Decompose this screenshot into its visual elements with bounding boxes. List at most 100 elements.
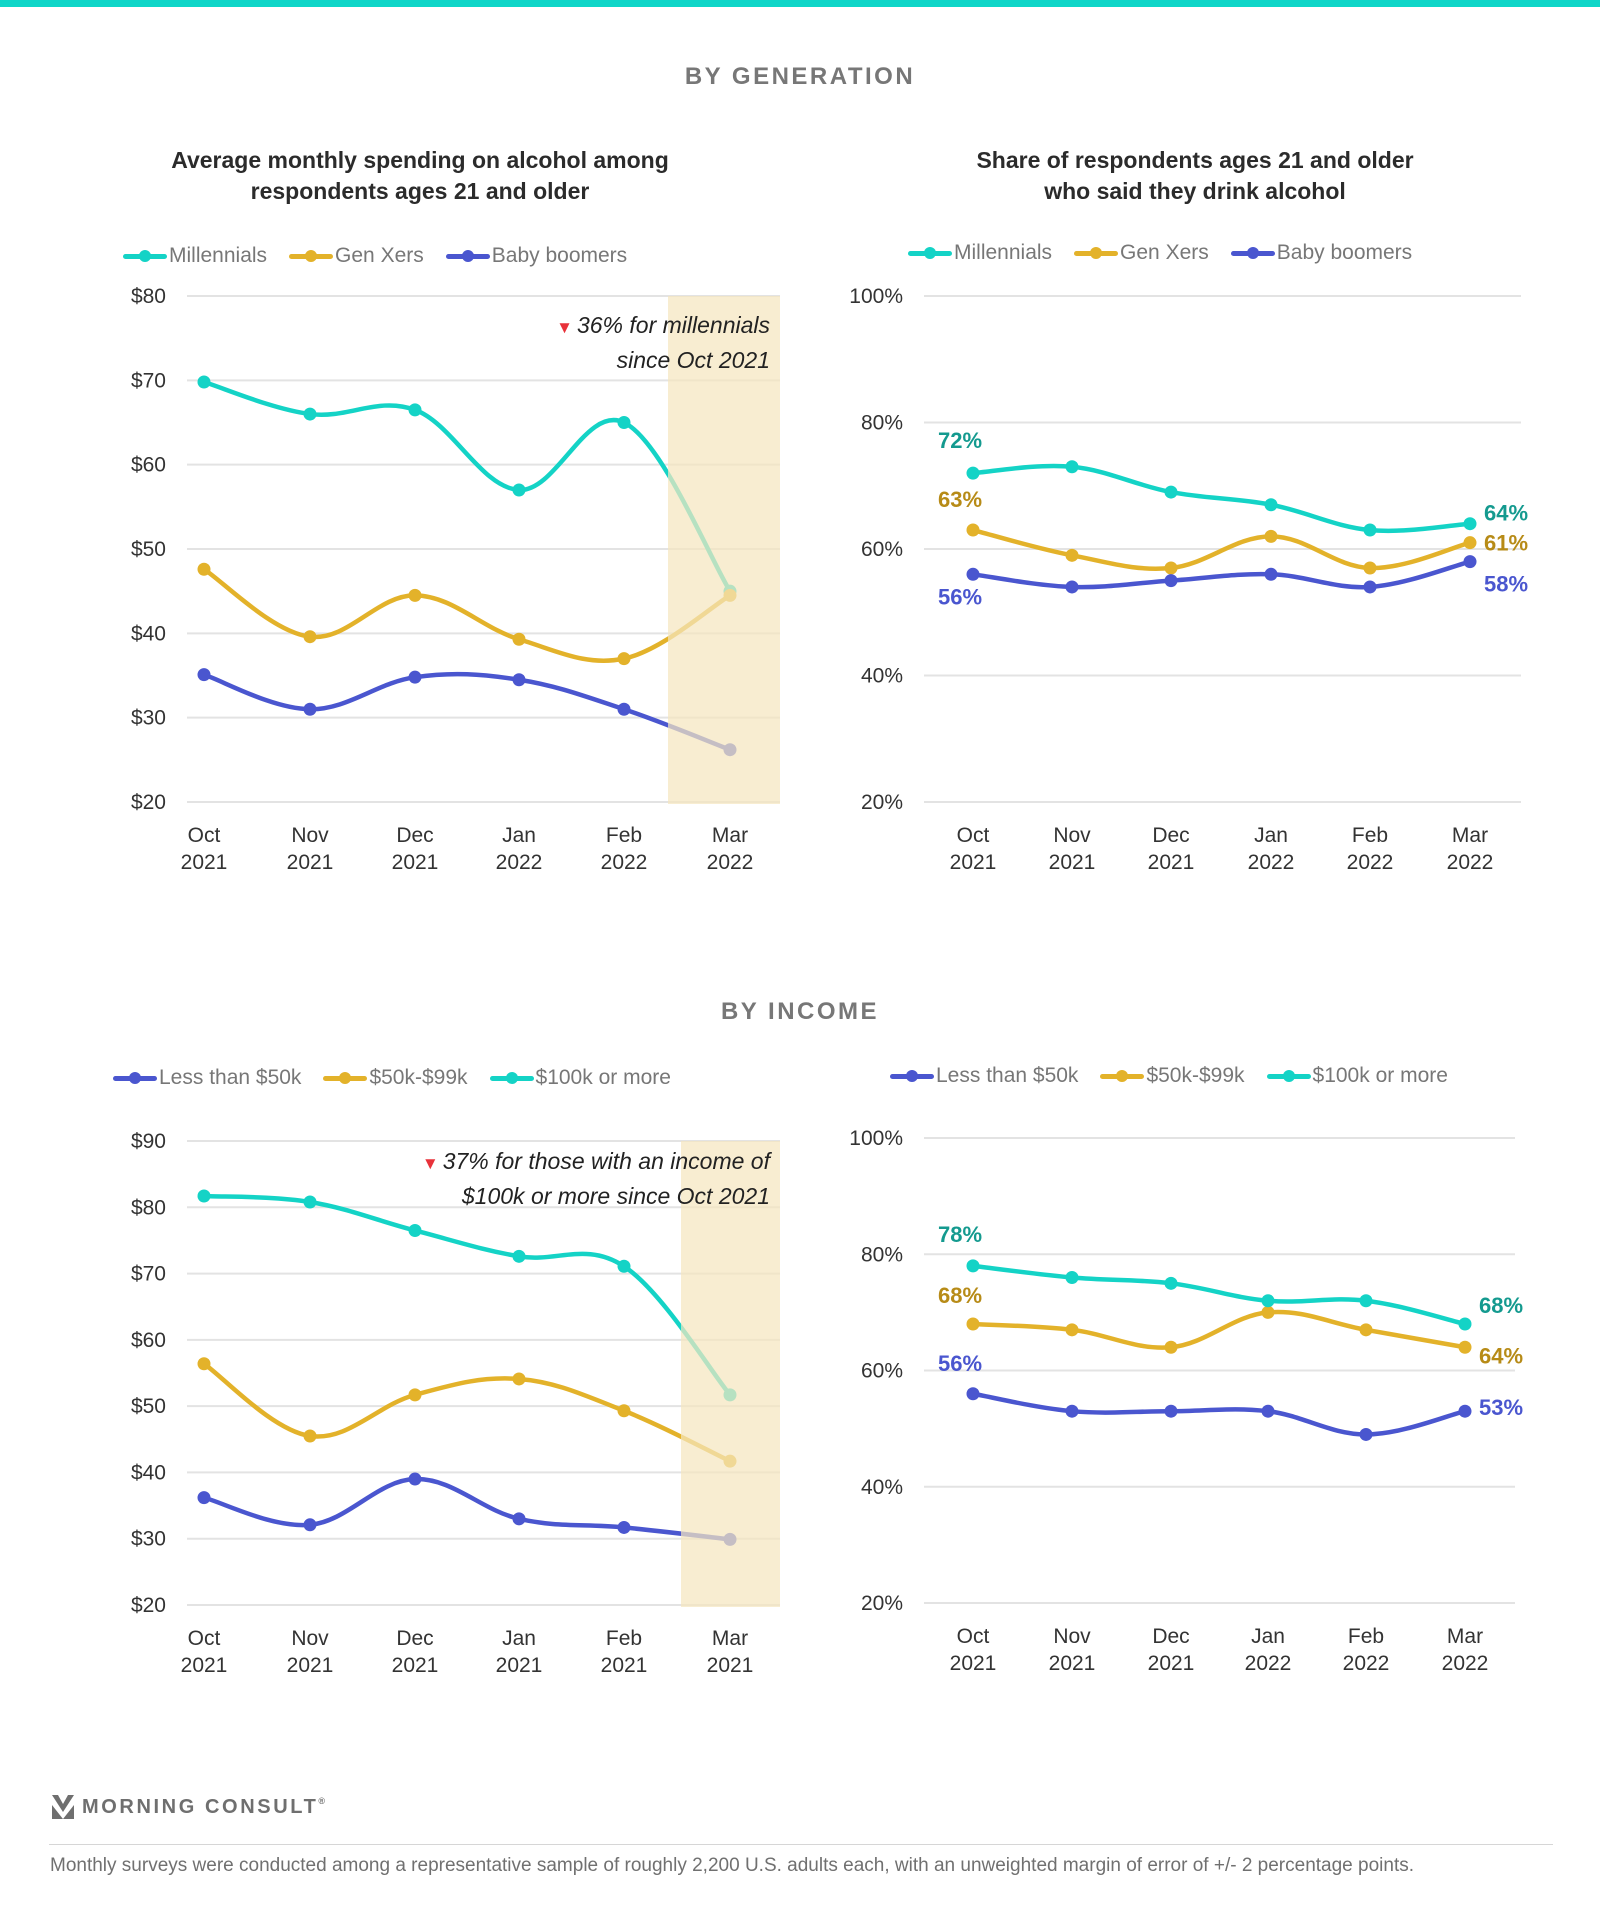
- data-point: [1065, 580, 1079, 594]
- legend-gen-share: Millennials Gen Xers Baby boomers: [908, 241, 1412, 265]
- x-tick-label: Mar: [712, 824, 748, 847]
- data-point: [197, 375, 211, 389]
- data-point: [966, 567, 980, 581]
- legend-item-100k-or-more[interactable]: $100k or more: [489, 1066, 671, 1090]
- data-point: [1363, 580, 1377, 594]
- legend-item-less-than-50k[interactable]: Less than $50k: [113, 1066, 301, 1090]
- data-point: [1458, 1404, 1472, 1418]
- data-point: [1264, 567, 1278, 581]
- data-point: [303, 630, 317, 644]
- data-point: [1065, 1323, 1079, 1337]
- y-tick-label: $30: [131, 1528, 166, 1551]
- series-line-gen-xers: [201, 566, 733, 663]
- y-tick-label: $20: [131, 1594, 166, 1617]
- legend-item-less-than-50k[interactable]: Less than $50k: [890, 1064, 1078, 1088]
- x-tick-label: Nov: [291, 1627, 329, 1650]
- data-point: [617, 1404, 631, 1418]
- y-tick-label: $60: [131, 454, 166, 477]
- x-tick-label: Feb: [606, 1627, 642, 1650]
- data-point: [617, 416, 631, 429]
- data-point: [1164, 1404, 1178, 1418]
- legend-item-50k-99k[interactable]: $50k-$99k: [1100, 1064, 1245, 1088]
- x-tick-label: 2021: [392, 1654, 439, 1677]
- x-tick-label: 2021: [287, 1654, 334, 1677]
- data-point: [1458, 1340, 1472, 1354]
- chart-title-line: who said they drink alcohol: [1044, 178, 1346, 204]
- data-point: [303, 1429, 317, 1443]
- data-point: [1261, 1294, 1275, 1308]
- data-point: [966, 1259, 980, 1273]
- data-point: [1363, 561, 1377, 575]
- x-tick-label: Nov: [291, 824, 329, 847]
- y-tick-label: $60: [131, 1329, 166, 1352]
- y-tick-label: 60%: [861, 1360, 903, 1383]
- legend-item-100k-or-more[interactable]: $100k or more: [1266, 1064, 1448, 1088]
- legend-label: Baby boomers: [1276, 241, 1413, 264]
- legend-marker-icon: [123, 249, 167, 262]
- legend-income-spending: Less than $50k $50k-$99k $100k or more: [113, 1066, 671, 1090]
- y-tick-label: $40: [131, 1461, 166, 1484]
- data-label-end: 68%: [1479, 1293, 1523, 1318]
- y-tick-label: $90: [131, 1130, 166, 1153]
- data-point: [1164, 561, 1178, 575]
- data-point: [617, 1259, 631, 1273]
- legend-marker-icon: [908, 246, 952, 259]
- legend-label: Gen Xers: [335, 244, 424, 267]
- data-point: [512, 483, 526, 497]
- data-point: [512, 1512, 526, 1526]
- data-point: [1164, 1276, 1178, 1290]
- data-label-end: 53%: [1479, 1395, 1523, 1420]
- series-line--50k-99k: [970, 1309, 1468, 1350]
- legend-label: Millennials: [954, 241, 1053, 264]
- data-point: [617, 652, 631, 666]
- series-line--50k-99k: [201, 1361, 733, 1464]
- down-triangle-icon: ▼: [556, 318, 573, 337]
- data-point: [1065, 460, 1079, 474]
- legend-label: Less than $50k: [159, 1066, 302, 1089]
- data-point: [1463, 555, 1477, 569]
- legend-item-millennials[interactable]: Millennials: [908, 241, 1052, 265]
- data-point: [1065, 1404, 1079, 1418]
- footer-divider: [49, 1844, 1553, 1845]
- legend-item-millennials[interactable]: Millennials: [123, 244, 267, 268]
- x-tick-label: 2021: [1049, 1652, 1096, 1675]
- top-accent-bar: [0, 0, 1600, 7]
- x-tick-label: 2021: [1148, 851, 1195, 874]
- x-tick-label: 2021: [181, 1654, 228, 1677]
- data-point: [1164, 1340, 1178, 1354]
- data-point: [1359, 1427, 1373, 1441]
- data-point: [1164, 574, 1178, 588]
- legend-item-gen-xers[interactable]: Gen Xers: [289, 244, 424, 268]
- y-tick-label: $40: [131, 622, 166, 645]
- legend-label: $100k or more: [1312, 1064, 1448, 1087]
- data-point: [617, 702, 631, 716]
- x-tick-label: 2021: [950, 851, 997, 874]
- legend-item-gen-xers[interactable]: Gen Xers: [1074, 241, 1209, 265]
- legend-item-baby-boomers[interactable]: Baby boomers: [445, 244, 627, 268]
- data-point: [197, 1357, 211, 1371]
- data-point: [303, 702, 317, 716]
- legend-item-50k-99k[interactable]: $50k-$99k: [323, 1066, 468, 1090]
- x-tick-label: Feb: [606, 824, 642, 847]
- data-label-end: 58%: [1484, 572, 1528, 597]
- morning-consult-logo: MORNING CONSULT®: [52, 1795, 325, 1819]
- x-tick-label: Feb: [1352, 824, 1388, 847]
- x-tick-label: Jan: [1254, 824, 1288, 847]
- annotation-line: ▼ 36% for millennials: [330, 309, 770, 344]
- x-tick-label: Jan: [502, 824, 536, 847]
- x-tick-label: 2021: [950, 1652, 997, 1675]
- legend-item-baby-boomers[interactable]: Baby boomers: [1230, 241, 1413, 265]
- data-point: [1359, 1294, 1373, 1308]
- x-tick-label: Dec: [1152, 824, 1189, 847]
- y-tick-label: $80: [131, 285, 166, 308]
- chart-title-gen-share: Share of respondents ages 21 and older w…: [855, 145, 1535, 207]
- x-tick-label: Mar: [1452, 824, 1488, 847]
- annotation-line: $100k or more since Oct 2021: [461, 1183, 770, 1209]
- x-tick-label: 2022: [1248, 851, 1295, 874]
- legend-marker-icon: [1230, 246, 1275, 259]
- y-tick-label: 100%: [849, 285, 903, 308]
- legend-label: Less than $50k: [936, 1064, 1079, 1087]
- annotation-gen-spending: ▼ 36% for millennials since Oct 2021: [330, 309, 770, 376]
- x-tick-label: Mar: [1447, 1625, 1483, 1648]
